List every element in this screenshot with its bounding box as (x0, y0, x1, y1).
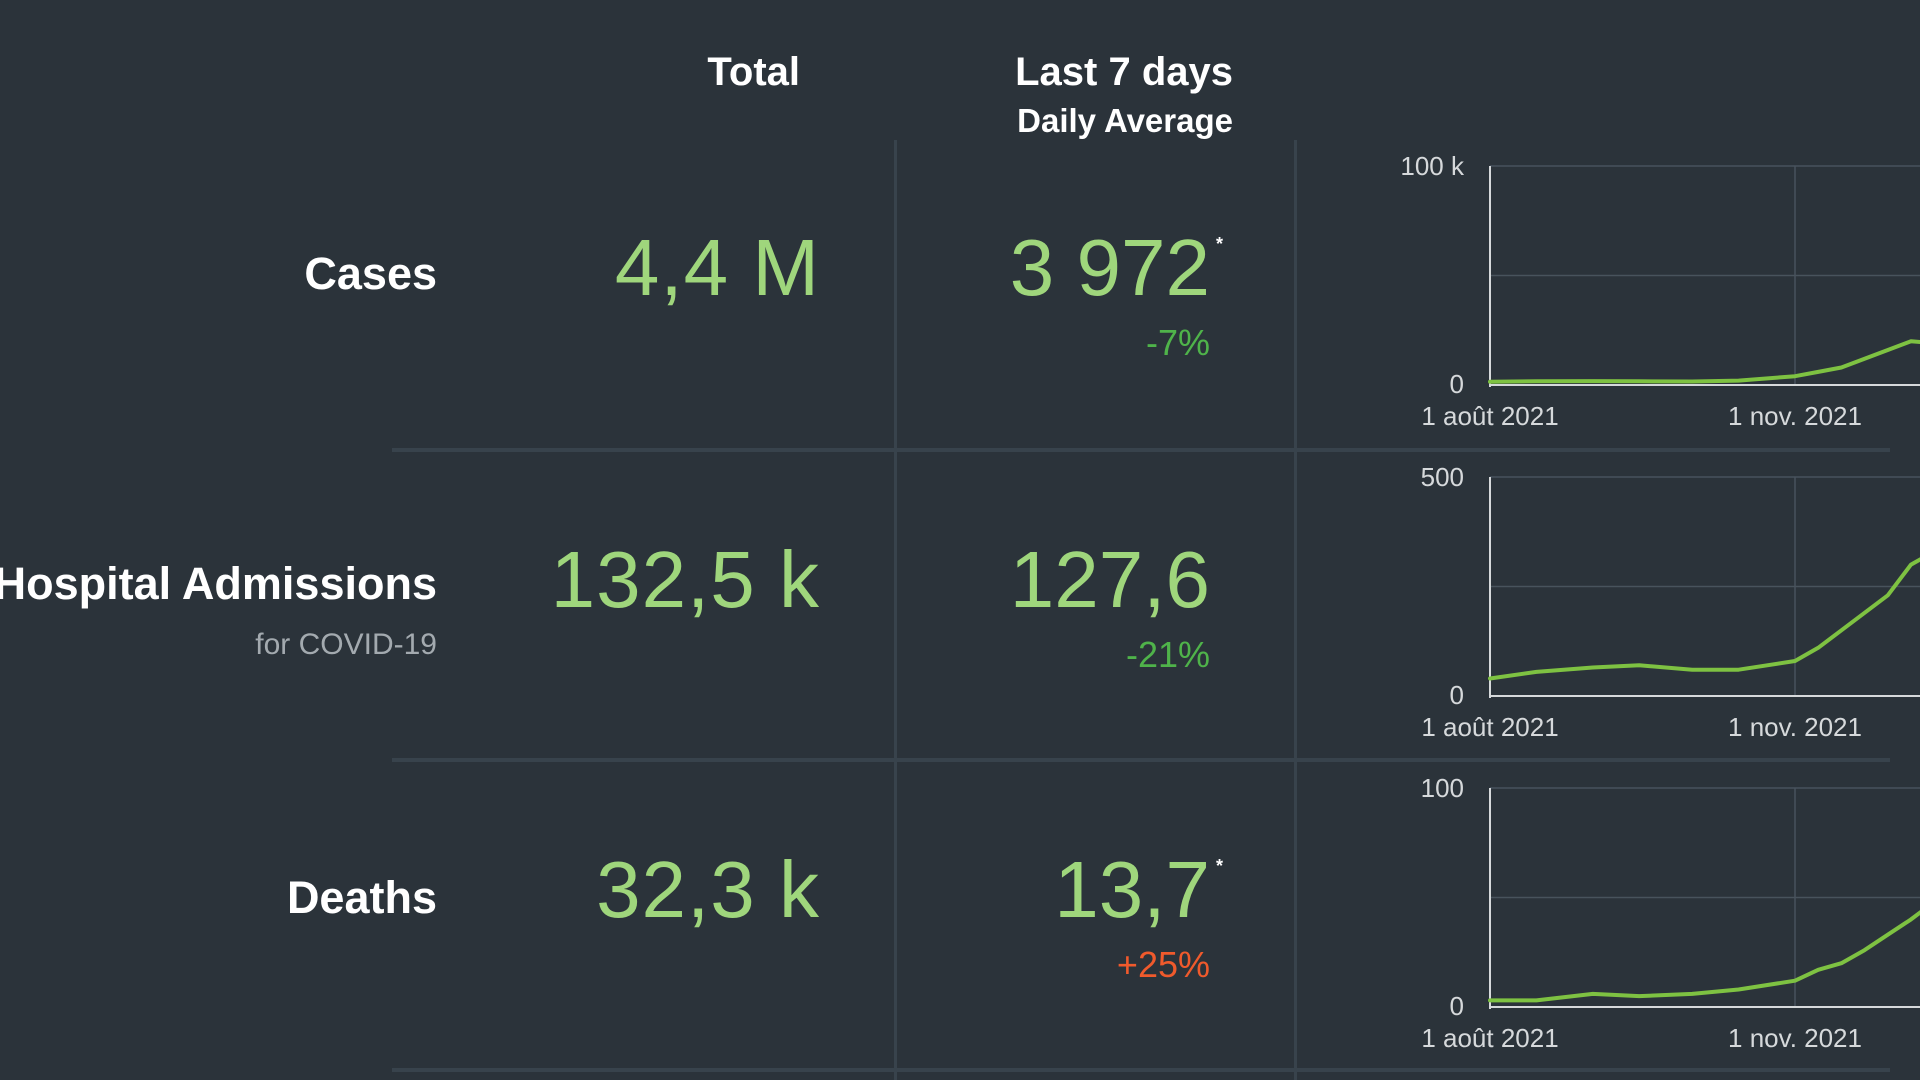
cases-x-tick-aug: 1 août 2021 (1421, 401, 1558, 431)
hospital-series-line (1488, 557, 1920, 681)
hospital-total-value: 132,5 k (550, 535, 820, 624)
deaths-average-value: 13,7 (1054, 845, 1210, 934)
cases-x-tick-nov: 1 nov. 2021 (1728, 401, 1862, 431)
deaths-total-value: 32,3 k (596, 845, 820, 934)
column-divider-2 (1294, 140, 1297, 1080)
deaths-y-tick-max: 100 (1421, 773, 1464, 803)
cases-y-tick-0: 0 (1450, 369, 1464, 399)
column-divider-1 (894, 140, 897, 1080)
sparkline-hospital-admissions: 0 500 1 août 2021 1 nov. 2021 (1421, 462, 1920, 742)
row-label-deaths: Deaths (286, 872, 437, 923)
column-header-last7: Last 7 days (1015, 50, 1233, 94)
deaths-y-tick-0: 0 (1450, 991, 1464, 1021)
cases-y-tick-max: 100 k (1400, 151, 1465, 181)
deaths-series-line (1488, 910, 1920, 1003)
cases-total-value: 4,4 M (614, 223, 820, 312)
row-divider-2 (392, 758, 1890, 762)
hospital-x-tick-aug: 1 août 2021 (1421, 712, 1558, 742)
deaths-change-badge: +25% (1116, 944, 1210, 985)
hospital-average-value: 127,6 (1009, 535, 1210, 624)
hospital-change-badge: -21% (1125, 634, 1210, 675)
column-header-total: Total (707, 50, 800, 94)
row-divider-3 (392, 1068, 1890, 1072)
deaths-x-tick-nov: 1 nov. 2021 (1728, 1023, 1862, 1053)
row-sublabel-hospital-admissions: for COVID-19 (255, 628, 437, 661)
cases-average-value: 3 972 (1009, 223, 1210, 312)
cases-series-line (1488, 339, 1920, 384)
column-header-daily-average: Daily Average (1017, 102, 1233, 139)
row-label-hospital-admissions: Hospital Admissions (0, 558, 437, 609)
hospital-y-tick-0: 0 (1450, 680, 1464, 710)
hospital-y-tick-max: 500 (1421, 462, 1464, 492)
sparkline-cases: 0 100 k 1 août 2021 1 nov. 2021 (1400, 151, 1920, 431)
cases-asterisk: * (1216, 234, 1224, 254)
sparkline-deaths: 0 100 1 août 2021 1 nov. 2021 (1421, 773, 1920, 1053)
row-divider-1 (392, 448, 1890, 452)
row-label-cases: Cases (304, 248, 437, 299)
deaths-x-tick-aug: 1 août 2021 (1421, 1023, 1558, 1053)
deaths-asterisk: * (1216, 856, 1224, 876)
hospital-x-tick-nov: 1 nov. 2021 (1728, 712, 1862, 742)
cases-change-badge: -7% (1145, 322, 1210, 363)
